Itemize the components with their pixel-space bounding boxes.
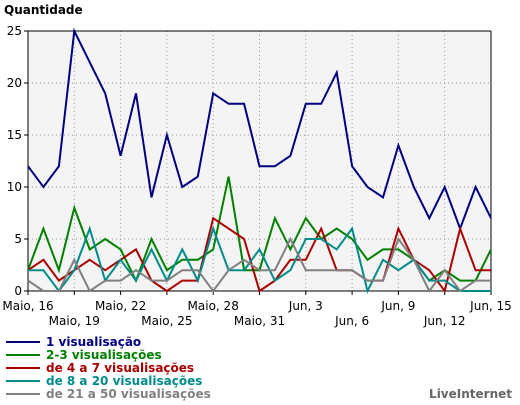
legend-swatch <box>6 366 40 369</box>
y-tick-label: 10 <box>7 180 22 194</box>
legend-item: de 4 a 7 visualisações <box>6 360 211 375</box>
legend-label: 1 visualisação <box>46 334 142 349</box>
y-tick-label: 15 <box>7 128 22 142</box>
legend-item: 2-3 visualisações <box>6 347 211 362</box>
x-tick-label: Maio, 19 <box>49 314 100 328</box>
legend-label: de 21 a 50 visualisações <box>46 386 211 401</box>
legend-item: 1 visualisação <box>6 334 211 349</box>
credit-text: LiveInternet <box>429 387 512 401</box>
legend-swatch <box>6 353 40 356</box>
legend-label: 2-3 visualisações <box>46 347 162 362</box>
legend-label: de 4 a 7 visualisações <box>46 360 195 375</box>
y-axis-title: Quantidade <box>4 3 83 17</box>
x-tick-label: Maio, 22 <box>95 299 146 313</box>
series-line <box>27 27 492 232</box>
legend-swatch <box>6 379 40 382</box>
y-tick-label: 0 <box>14 284 22 298</box>
legend-label: de 8 a 20 visualisações <box>46 373 203 388</box>
x-tick-label: Jun, 9 <box>380 299 415 313</box>
x-tick-label: Jun, 6 <box>334 314 369 328</box>
x-tick-label: Maio, 28 <box>188 299 239 313</box>
x-tick-label: Jun, 12 <box>423 314 466 328</box>
x-tick-label: Jun, 15 <box>469 299 512 313</box>
x-tick-label: Maio, 16 <box>2 299 53 313</box>
x-tick-label: Jun, 3 <box>288 299 323 313</box>
y-tick-label: 5 <box>14 232 22 246</box>
legend-item: de 8 a 20 visualisações <box>6 373 211 388</box>
x-tick-label: Maio, 31 <box>234 314 285 328</box>
legend: 1 visualisação 2-3 visualisações de 4 a 7 … <box>6 334 211 401</box>
legend-item: de 21 a 50 visualisações <box>6 386 211 401</box>
y-tick-label: 20 <box>7 76 22 90</box>
y-tick-label: 25 <box>7 24 22 38</box>
x-tick-label: Maio, 25 <box>141 314 192 328</box>
legend-swatch <box>6 340 40 343</box>
legend-swatch <box>6 392 40 395</box>
series-line <box>27 236 491 293</box>
